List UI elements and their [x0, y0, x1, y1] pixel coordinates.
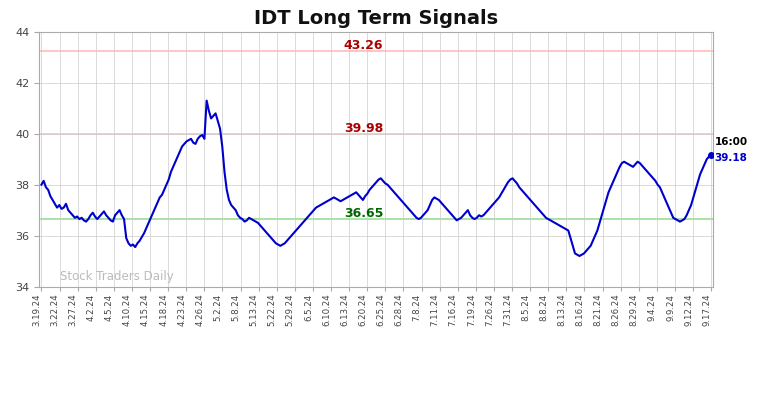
Title: IDT Long Term Signals: IDT Long Term Signals	[254, 8, 499, 27]
Text: 36.65: 36.65	[344, 207, 383, 220]
Text: 39.18: 39.18	[714, 153, 747, 163]
Text: 16:00: 16:00	[714, 137, 748, 147]
Text: 43.26: 43.26	[344, 39, 383, 52]
Text: Stock Traders Daily: Stock Traders Daily	[60, 270, 173, 283]
Text: 39.98: 39.98	[344, 122, 383, 135]
